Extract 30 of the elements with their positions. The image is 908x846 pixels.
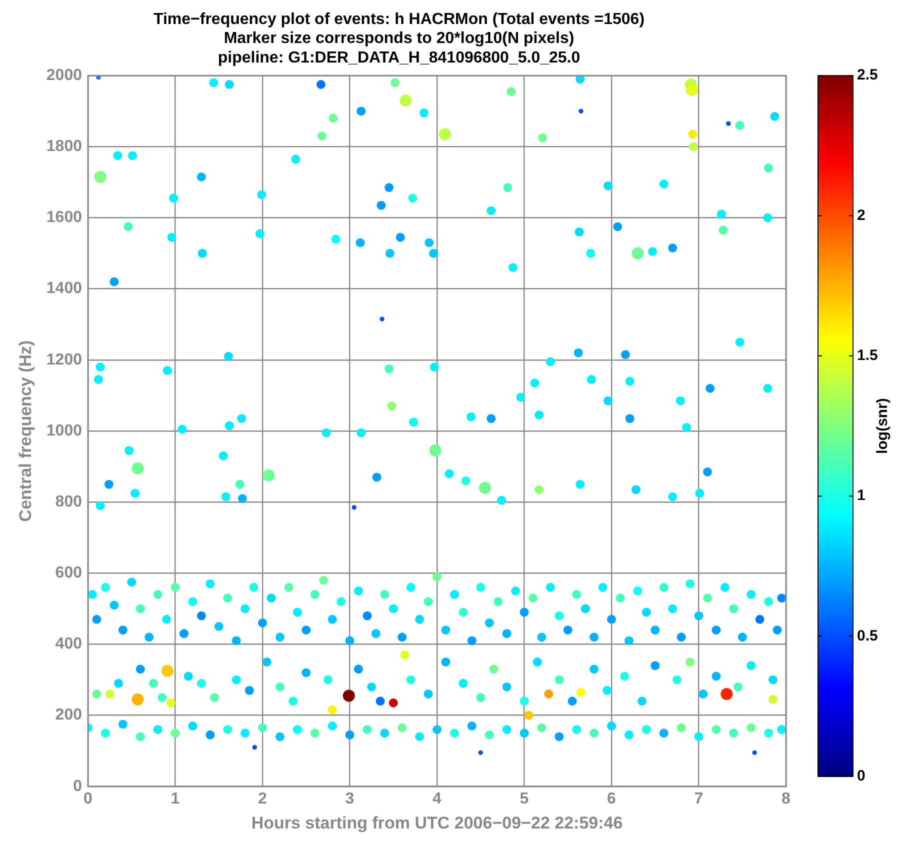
x-tick-label: 1 xyxy=(170,790,180,808)
color-bar-label: 1.5 xyxy=(857,347,878,364)
y-tick-label: 1400 xyxy=(46,280,82,298)
color-bar-title: log(snr) xyxy=(874,398,892,454)
chart-title: Time−frequency plot of events: h HACRMon (Total events =1506) xyxy=(153,11,645,28)
x-tick-label: 3 xyxy=(345,790,354,808)
x-tick-label: 7 xyxy=(694,790,704,808)
color-bar-label: 0 xyxy=(857,768,866,785)
y-tick-label: 400 xyxy=(55,636,82,653)
x-axis-title: Hours starting from UTC 2006−09−22 22:59:46 xyxy=(251,813,623,832)
color-bar-label: 0.5 xyxy=(857,627,878,644)
y-tick-label: 2000 xyxy=(46,67,82,84)
y-tick-label: 1800 xyxy=(46,138,82,156)
x-tick-label: 6 xyxy=(607,790,616,808)
y-tick-label: 200 xyxy=(55,706,82,724)
x-tick-label: 4 xyxy=(432,790,442,808)
y-tick-label: 800 xyxy=(55,493,82,510)
x-tick-label: 5 xyxy=(520,790,529,808)
color-bar-label: 2 xyxy=(857,206,866,224)
y-tick-label: 1600 xyxy=(46,209,82,226)
y-tick-label: 1000 xyxy=(46,422,82,440)
y-tick-label: 0 xyxy=(73,778,82,795)
chart-subtitle: Marker size corresponds to 20*log10(N pixels) pipeline: G1:DER_DATA_H_841096800_5.0_25.0 xyxy=(218,30,580,66)
color-bar-label: 1 xyxy=(857,487,866,504)
color-bar-label: 2.5 xyxy=(857,66,878,84)
x-tick-label: 8 xyxy=(782,790,791,808)
y-axis-title: Central frequency (Hz) xyxy=(16,340,35,522)
y-tick-label: 1200 xyxy=(46,351,82,368)
y-tick-label: 600 xyxy=(55,564,82,582)
x-tick-label: 2 xyxy=(258,790,268,808)
